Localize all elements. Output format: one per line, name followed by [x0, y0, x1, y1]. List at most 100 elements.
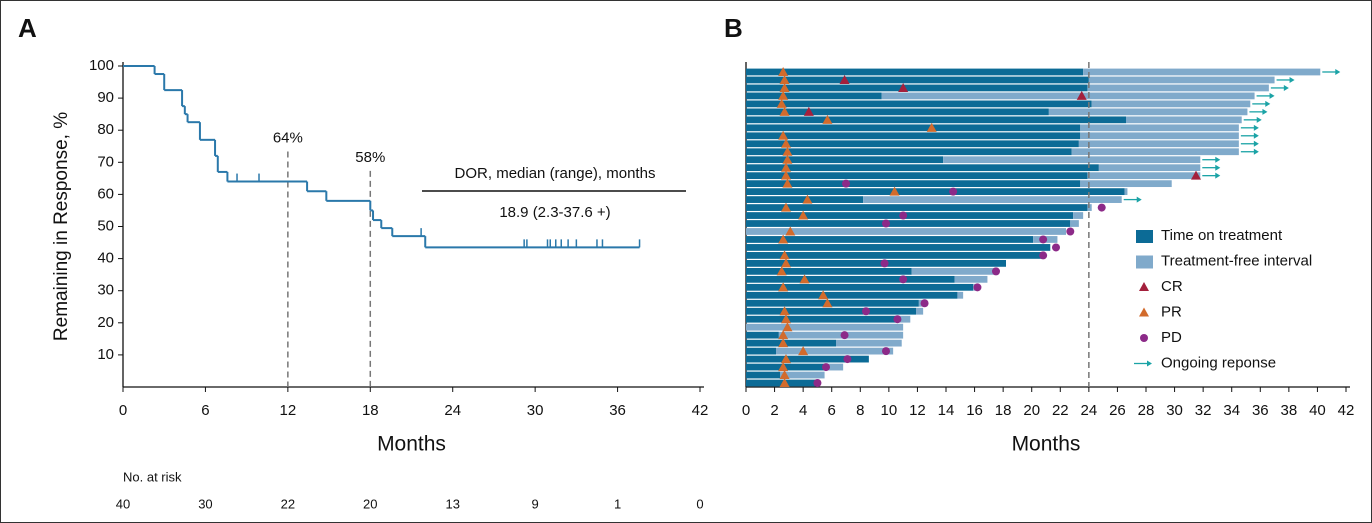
event-marker: [778, 362, 789, 372]
y-tick-label: 60: [97, 185, 114, 202]
legend-label: Time on treatment: [1161, 227, 1283, 244]
risk-count: 9: [532, 496, 539, 511]
event-marker: [798, 346, 809, 356]
ongoing-arrowhead: [1283, 84, 1289, 91]
event-marker: [1052, 243, 1060, 252]
x-axis-label: Months: [1012, 433, 1081, 456]
event-marker: [992, 267, 1000, 276]
landmark-label: 58%: [355, 149, 385, 166]
bar-segment: [746, 291, 958, 299]
bar-segment: [746, 68, 1084, 76]
bar-segment: [776, 347, 894, 355]
bar-segment: [746, 148, 1072, 156]
panel-label: B: [724, 13, 743, 43]
x-tick-label: 26: [1109, 402, 1126, 419]
x-tick-label: 22: [1052, 402, 1069, 419]
event-marker: [920, 299, 929, 308]
bar-segment: [1080, 132, 1239, 140]
bar-segment: [746, 196, 864, 203]
event-marker: [926, 122, 937, 132]
event-marker: [781, 170, 791, 180]
event-marker: [781, 162, 791, 172]
x-tick-label: 0: [742, 402, 750, 419]
event-marker: [782, 322, 793, 332]
x-tick-label: 12: [909, 402, 926, 419]
legend-label: CR: [1161, 278, 1183, 295]
event-marker: [803, 106, 814, 116]
y-tick-label: 70: [97, 153, 114, 170]
event-marker: [813, 379, 822, 388]
bar-segment: [746, 283, 974, 291]
bar-segment: [746, 172, 1088, 180]
event-marker: [779, 82, 790, 92]
risk-count: 1: [614, 496, 621, 511]
event-marker: [842, 179, 850, 188]
event-marker: [843, 355, 852, 364]
x-tick-label: 42: [692, 402, 709, 419]
bar-segment: [746, 92, 882, 100]
bar-segment: [746, 267, 912, 275]
bar-segment: [897, 315, 911, 323]
bar-segment: [746, 323, 904, 331]
legend-label: Treatment-free interval: [1161, 252, 1312, 269]
bar-segment: [746, 299, 919, 307]
bar-segment: [911, 267, 998, 275]
event-marker: [778, 66, 789, 76]
x-tick-label: 32: [1195, 402, 1212, 419]
bar-segment: [746, 339, 836, 347]
ongoing-arrowhead: [1215, 156, 1221, 163]
event-marker: [802, 194, 813, 204]
x-tick-label: 20: [1023, 402, 1040, 419]
event-marker: [839, 74, 850, 84]
y-tick-label: 50: [97, 217, 114, 234]
event-marker: [781, 138, 791, 148]
ongoing-arrowhead: [1215, 172, 1221, 179]
event-marker: [781, 314, 791, 324]
bar-segment: [1088, 76, 1275, 84]
event-marker: [778, 90, 789, 100]
bar-segment: [943, 156, 1201, 164]
event-marker: [798, 210, 809, 220]
bar-segment: [746, 371, 781, 379]
bar-segment: [746, 124, 1081, 132]
x-tick-label: 2: [770, 402, 778, 419]
event-marker: [781, 258, 791, 268]
x-tick-label: 36: [609, 402, 626, 419]
bar-segment: [746, 307, 916, 315]
x-tick-label: 6: [201, 402, 209, 419]
event-marker: [889, 186, 900, 196]
event-marker: [776, 98, 787, 108]
x-tick-label: 24: [1081, 402, 1098, 419]
event-marker: [822, 298, 833, 308]
ongoing-arrowhead: [1253, 140, 1259, 147]
legend-marker: [1139, 307, 1149, 317]
event-marker: [781, 354, 791, 364]
risk-title: No. at risk: [123, 469, 182, 484]
ongoing-arrowhead: [1253, 132, 1259, 139]
event-marker: [779, 378, 790, 388]
annotation-title: DOR, median (range), months: [455, 165, 656, 182]
event-marker: [1076, 90, 1087, 100]
legend-swatch: [1136, 230, 1153, 243]
bar-segment: [827, 363, 844, 371]
event-marker: [1191, 170, 1201, 180]
x-tick-label: 24: [444, 402, 461, 419]
risk-count: 0: [696, 496, 703, 511]
event-marker: [779, 370, 790, 380]
event-marker: [840, 331, 849, 340]
event-marker: [778, 338, 789, 348]
event-marker: [1097, 203, 1106, 212]
event-marker: [949, 187, 958, 196]
bar-segment: [746, 331, 779, 339]
x-tick-label: 14: [938, 402, 955, 419]
bar-segment: [746, 212, 1074, 219]
event-marker: [785, 226, 796, 236]
x-tick-label: 12: [280, 402, 297, 419]
legend-swatch: [1136, 255, 1153, 269]
bar-segment: [746, 244, 1051, 251]
panel-label: A: [18, 13, 37, 43]
event-marker: [779, 106, 790, 116]
bar-segment: [746, 315, 898, 323]
event-marker: [776, 266, 787, 276]
legend-label: PD: [1161, 329, 1182, 346]
